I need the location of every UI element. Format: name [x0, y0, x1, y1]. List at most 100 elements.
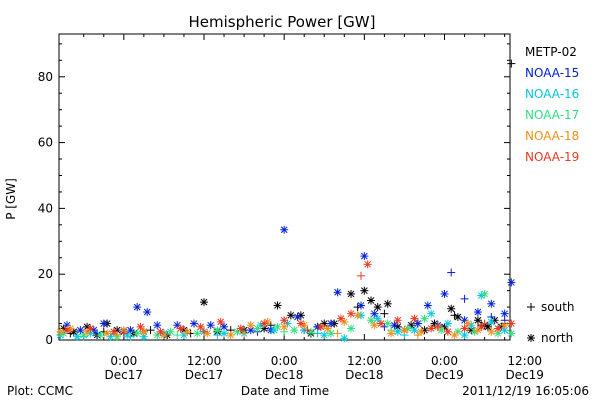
x-tick-time: 12:00 [507, 354, 542, 368]
data-point-south [380, 309, 389, 318]
data-point-north [427, 324, 436, 333]
data-point-north [370, 321, 379, 330]
data-point-north [123, 331, 132, 340]
data-point-north [393, 327, 402, 336]
data-point-south [433, 322, 442, 331]
data-point-north [213, 326, 222, 335]
y-axis: 0 20 40 60 80 [38, 43, 510, 347]
data-point-north [410, 326, 419, 335]
data-point-north [367, 316, 376, 325]
data-point-north [273, 322, 282, 331]
data-point-north [316, 322, 325, 331]
data-point-north [99, 319, 108, 328]
data-point-north [73, 332, 82, 341]
data-point-north [473, 316, 482, 325]
data-point-south [113, 331, 122, 340]
data-point-north [143, 308, 152, 317]
chart-title: Hemispheric Power [GW] [189, 13, 376, 31]
data-point-north [473, 308, 482, 317]
data-point-north [183, 327, 192, 336]
data-point-north [236, 324, 245, 333]
data-point-south [240, 329, 249, 338]
data-point-north [206, 321, 215, 330]
data-point-north [136, 322, 145, 331]
data-point-north [487, 317, 496, 326]
data-point-north [220, 322, 229, 331]
data-point-north [447, 304, 456, 313]
data-point-north [76, 326, 85, 335]
data-point-north [196, 322, 205, 331]
data-point-north [346, 289, 355, 298]
data-point-north [507, 278, 516, 287]
data-point-north [226, 331, 235, 340]
data-point-north [483, 322, 492, 331]
symbol-legend: south north [527, 300, 575, 345]
data-point-south [119, 329, 128, 338]
data-point-north [320, 331, 329, 340]
data-point-north [203, 329, 212, 338]
data-point-north [139, 327, 148, 336]
data-point-north [189, 319, 198, 328]
footer-timestamp: 2011/12/19 16:05:06 [462, 384, 589, 398]
data-point-north [507, 319, 516, 328]
data-point-north [103, 329, 112, 338]
x-axis-label: Date and Time [241, 384, 329, 398]
data-point-north [176, 324, 185, 333]
data-point-south [413, 331, 422, 340]
legend-entry: NOAA-17 [525, 108, 579, 122]
data-point-north [363, 260, 372, 269]
data-point-north [246, 321, 255, 330]
data-point-north [420, 314, 429, 323]
legend-entry: NOAA-19 [525, 150, 579, 164]
x-tick-date: Dec17 [105, 368, 144, 382]
data-point-north [296, 319, 305, 328]
data-point-north [280, 316, 289, 325]
data-point-south [480, 319, 489, 328]
data-point-north [443, 327, 452, 336]
data-point-north [500, 321, 509, 330]
data-point-south [126, 332, 135, 341]
series-metp-02 [59, 59, 516, 340]
data-point-north [346, 324, 355, 333]
series-noaa-19 [63, 260, 516, 338]
x-tick-time: 0:00 [271, 354, 298, 368]
data-point-north [63, 326, 72, 335]
data-point-south [93, 329, 102, 338]
data-point-north [216, 317, 225, 326]
x-tick-time: 12:00 [347, 354, 382, 368]
data-point-south [146, 326, 155, 335]
data-point-north [286, 311, 295, 320]
data-point-north [377, 319, 386, 328]
data-point-north [253, 324, 262, 333]
data-point-north [373, 314, 382, 323]
x-axis: 0:00Dec1712:00Dec170:00Dec1812:00Dec180:… [83, 34, 544, 382]
data-point-south [450, 311, 459, 320]
data-point-south [199, 327, 208, 336]
data-point-north [333, 288, 342, 297]
y-tick-label: 80 [38, 70, 53, 84]
data-point-north [500, 309, 509, 318]
data-point-north [83, 327, 92, 336]
data-point-north [463, 319, 472, 328]
symbol-legend-south: south [527, 300, 575, 314]
data-point-north [450, 331, 459, 340]
x-tick-date: Dec18 [345, 368, 384, 382]
y-tick-label: 20 [38, 267, 53, 281]
symbol-legend-label: north [541, 331, 573, 345]
data-point-north [413, 319, 422, 328]
data-point-north [360, 252, 369, 261]
series-noaa-18 [56, 311, 509, 340]
legend: METP-02 NOAA-15 NOAA-16 NOAA-17 NOAA-18 NOAA-… [525, 45, 579, 164]
data-point-north [273, 301, 282, 310]
data-point-north [400, 326, 409, 335]
data-point-north [340, 334, 349, 343]
data-point-south [173, 331, 182, 340]
data-point-north [56, 327, 65, 336]
x-tick-date: Dec17 [185, 368, 224, 382]
data-point-north [507, 329, 516, 338]
data-point-north [487, 299, 496, 308]
data-point-north [156, 327, 165, 336]
data-point-north [199, 298, 208, 307]
data-points [56, 59, 516, 343]
